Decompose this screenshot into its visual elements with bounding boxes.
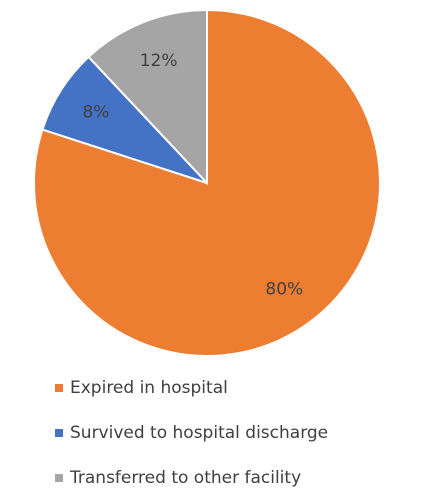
data-label: 8% [82, 103, 109, 123]
data-label: 12% [140, 51, 178, 71]
legend-label: Expired in hospital [70, 378, 228, 398]
legend-label: Survived to hospital discharge [70, 423, 328, 443]
legend-label: Transferred to other facility [69, 468, 301, 488]
pie-slice [87, 8, 208, 186]
data-label: 80% [265, 279, 303, 299]
legend-marker [55, 384, 63, 392]
legend-marker [55, 429, 63, 437]
legend-marker [55, 474, 63, 482]
